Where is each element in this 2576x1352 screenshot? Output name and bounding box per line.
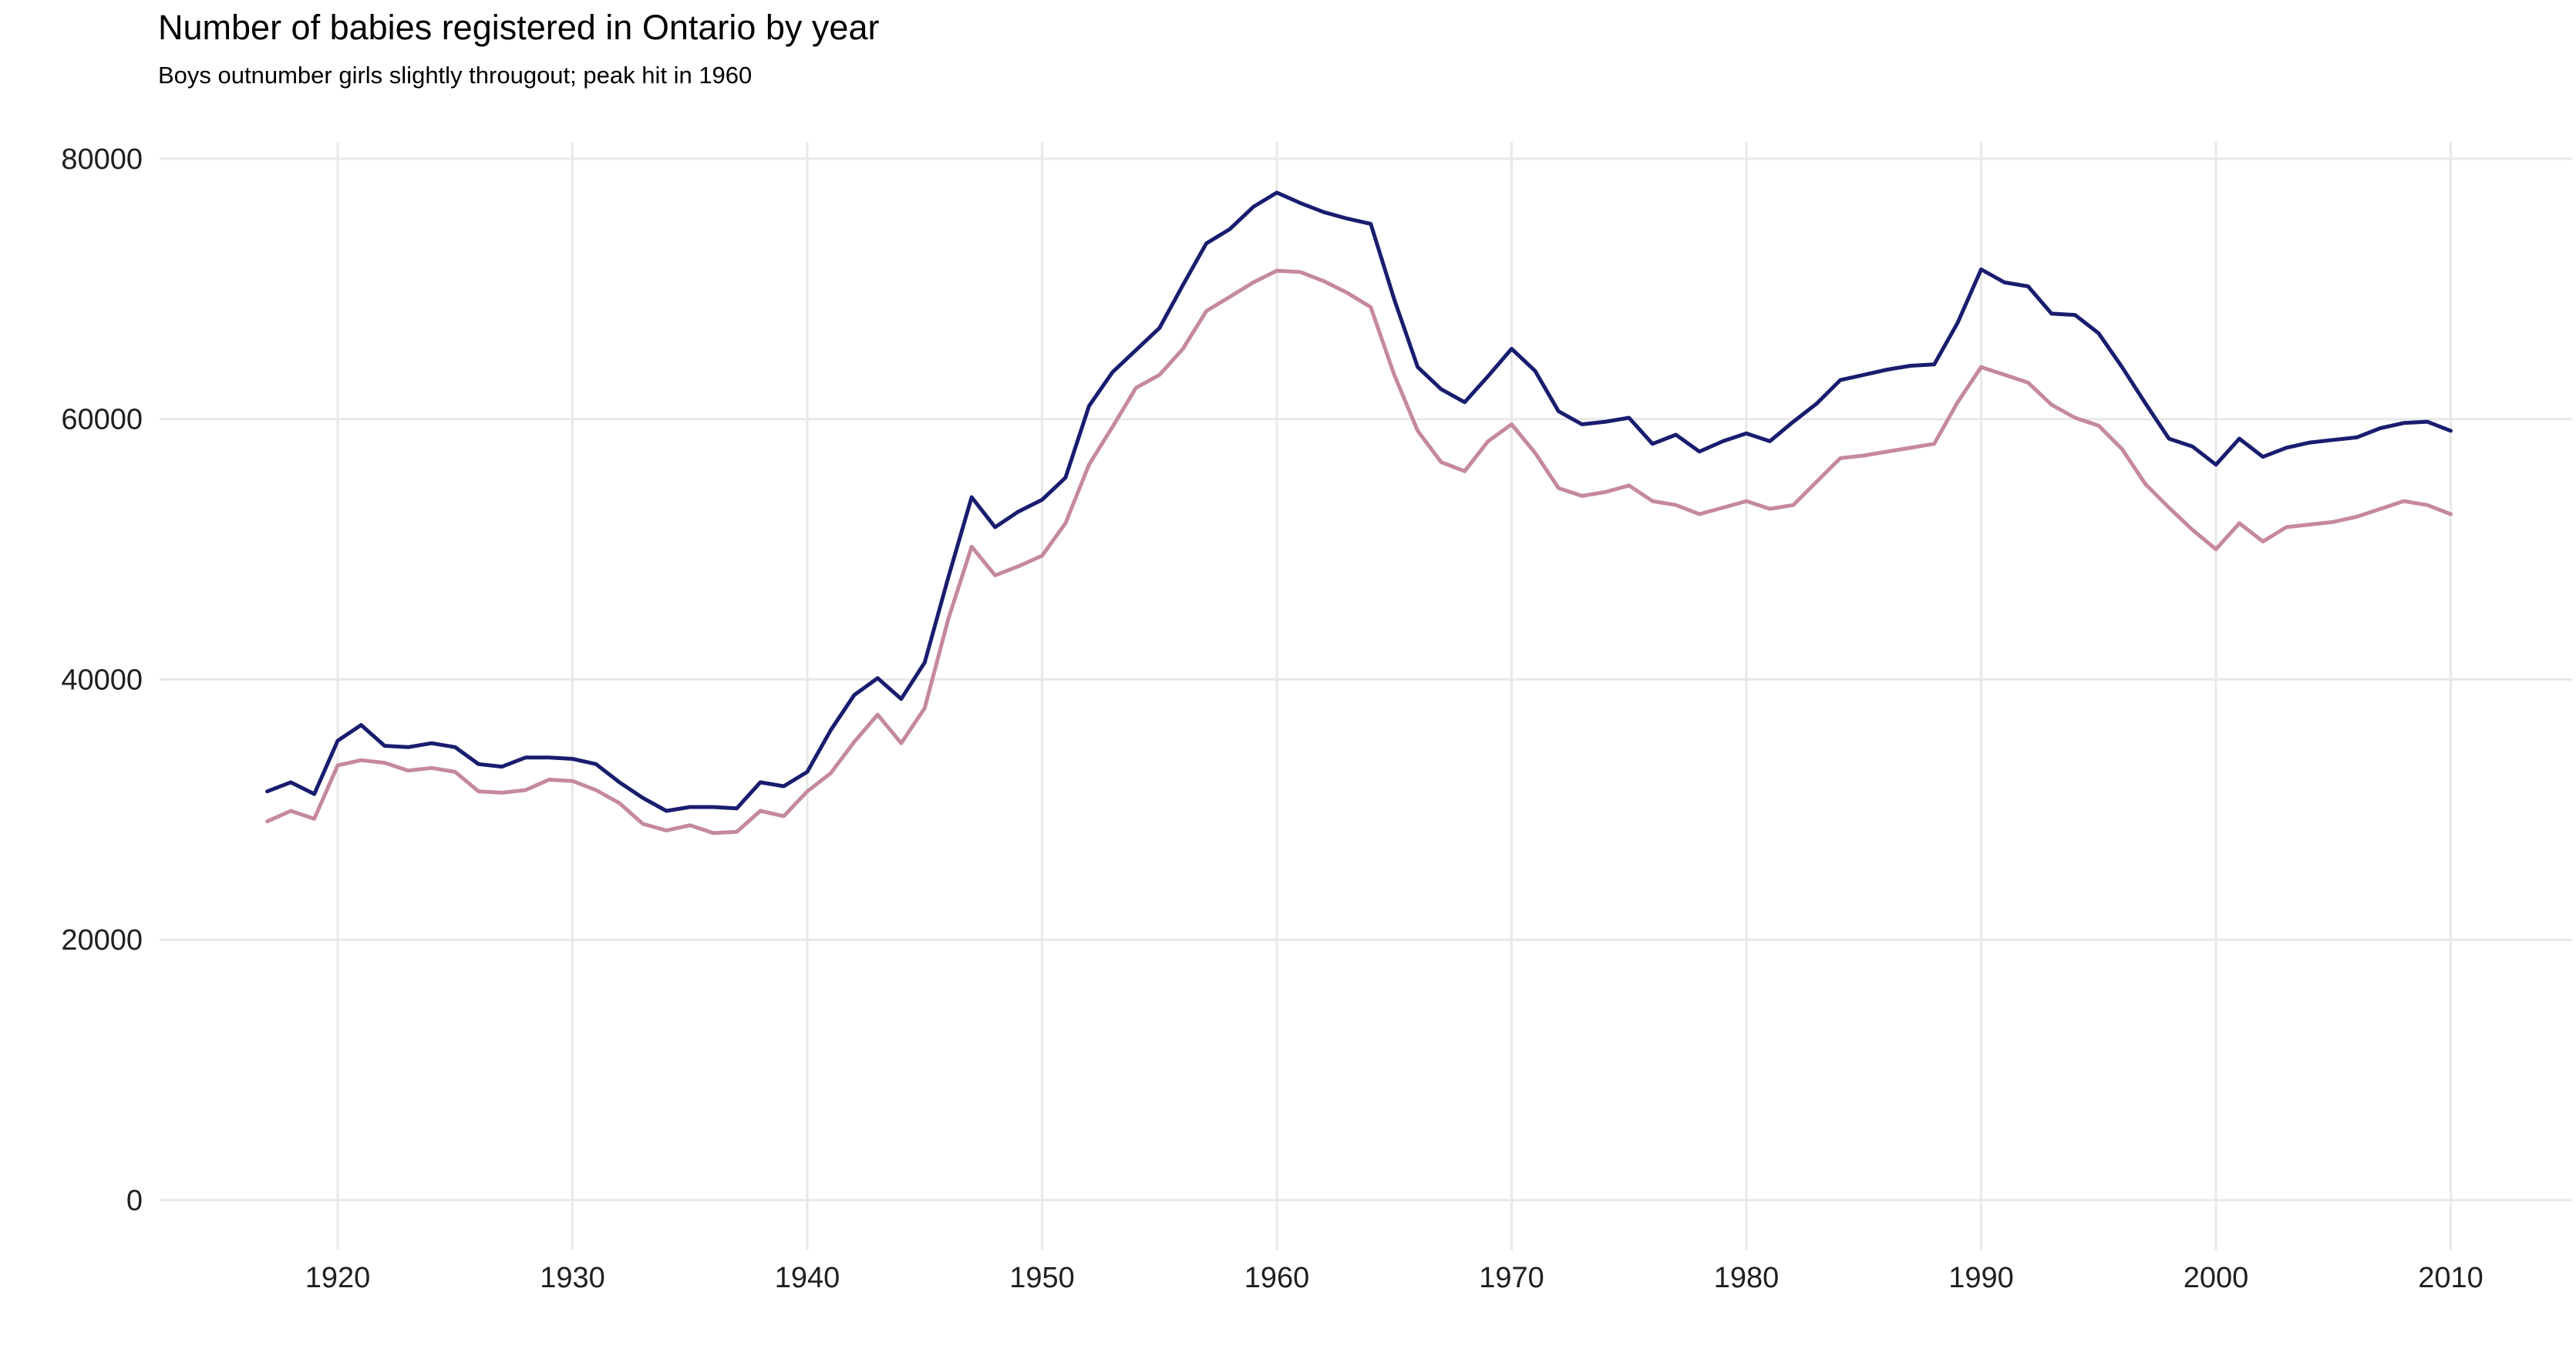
y-axis-tick-label: 60000 xyxy=(61,404,143,436)
x-axis-tick-label: 1940 xyxy=(775,1262,840,1294)
y-axis-tick-label: 20000 xyxy=(61,924,143,957)
axis-tick-labels: 0 20000 40000 60000 80000 1920 1930 1940 1950 196… xyxy=(61,143,2483,1294)
x-axis-tick-label: 1930 xyxy=(540,1262,605,1294)
x-axis-tick-label: 1990 xyxy=(1948,1262,2014,1294)
series-line-boys xyxy=(265,190,2453,813)
x-axis-tick-label: 1950 xyxy=(1009,1262,1075,1294)
x-axis-tick-label: 1970 xyxy=(1479,1262,1544,1294)
y-axis-tick-label: 40000 xyxy=(61,664,143,696)
chart-subtitle: Boys outnumber girls slightly througout;… xyxy=(158,62,753,89)
series-line-girls xyxy=(265,268,2453,836)
data-series xyxy=(265,190,2453,836)
chart-title: Number of babies registered in Ontario b… xyxy=(158,8,880,47)
y-axis-tick-label: 0 xyxy=(126,1185,143,1217)
x-axis-tick-label: 1980 xyxy=(1714,1262,1780,1294)
x-axis-tick-label: 2010 xyxy=(2418,1262,2483,1294)
x-axis-tick-label: 2000 xyxy=(2184,1262,2249,1294)
gridlines xyxy=(160,142,2572,1250)
x-axis-tick-label: 1920 xyxy=(305,1262,371,1294)
y-axis-tick-label: 80000 xyxy=(61,143,143,176)
x-axis-tick-label: 1960 xyxy=(1244,1262,1310,1294)
